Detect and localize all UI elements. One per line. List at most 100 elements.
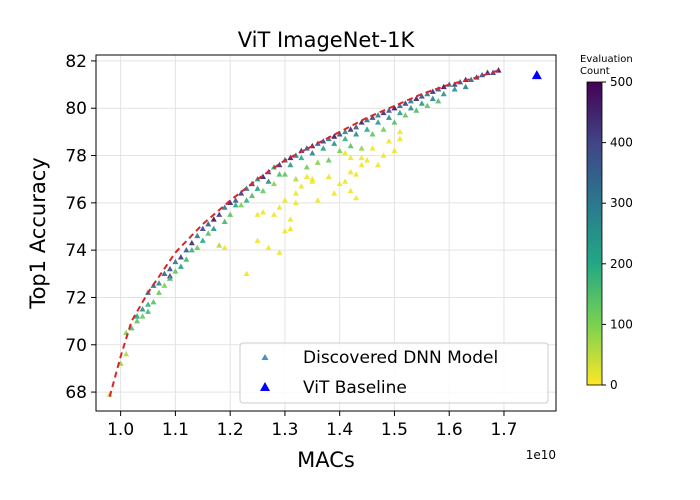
data-point [440,90,447,97]
colorbar-tick-label: 100 [610,317,633,331]
data-point [276,204,283,210]
data-point [183,246,190,253]
data-point [353,131,360,137]
data-point [232,202,239,208]
data-point [353,194,360,201]
colorbar-ticks: 0 100 200 300 400 500 [602,75,633,392]
data-point [243,197,250,203]
data-point [342,128,349,135]
data-point [303,173,310,180]
data-point [342,149,349,156]
data-point [216,242,223,248]
data-point [364,116,371,123]
data-point [396,128,403,135]
chart-title: ViT ImageNet-1K [238,28,416,52]
data-point [364,157,371,163]
data-point [287,161,294,168]
vit-baseline-marker [531,70,542,80]
colorbar-tick-label: 500 [610,75,633,89]
data-point [205,220,212,227]
data-point [292,199,299,206]
data-point [418,93,425,99]
data-point [342,135,349,142]
data-point [238,202,245,208]
colorbar-tick-label: 300 [610,196,633,210]
data-point [205,230,212,236]
data-point [145,308,152,314]
x-tick-label: 1.0 [107,420,134,440]
data-point [358,154,365,161]
data-point [429,95,436,101]
legend-marker-discovered [261,354,269,360]
legend-marker-baseline [260,382,270,391]
data-point [336,147,343,154]
x-tick-label: 1.1 [162,420,189,440]
data-point [276,171,283,177]
data-point [369,145,376,151]
data-point [221,244,228,250]
scatter-points [106,67,502,397]
data-point [314,159,321,165]
data-point [194,232,201,239]
y-tick-label: 68 [65,383,87,403]
data-point [150,298,157,305]
data-point [123,351,130,357]
data-point [232,197,239,203]
data-point [391,147,398,154]
data-point [139,306,146,312]
data-point [155,280,162,286]
data-point [172,258,179,265]
y-tick-label: 74 [65,241,87,261]
data-point [380,152,387,158]
data-point [199,225,206,232]
data-point [331,140,338,146]
data-point [281,228,288,234]
data-point [309,175,316,182]
data-point [375,112,382,118]
data-point [375,161,382,168]
data-point [221,204,228,210]
data-point [347,142,354,149]
data-point [177,263,184,269]
legend-label-discovered: Discovered DNN Model [303,348,498,368]
y-axis-ticks: 68 70 72 74 76 78 80 82 [65,52,96,403]
data-point [342,178,349,184]
x-tick-label: 1.5 [381,420,408,440]
data-point [325,173,332,180]
colorbar: Evaluation Count 0 100 200 300 400 500 [580,54,633,392]
plot-frame [95,54,557,412]
data-point [402,100,409,106]
data-point [227,199,234,206]
y-axis-label: Top1 Accuracy [26,157,50,309]
data-point [347,187,354,194]
x-axis-offset-label: 1e10 [526,448,556,462]
data-point [325,157,332,163]
colorbar-title-line1: Evaluation [580,54,633,65]
data-point [292,190,299,196]
data-point [369,131,376,137]
data-point [314,197,321,203]
data-point [298,183,305,189]
data-point [347,168,354,175]
x-tick-label: 1.3 [271,420,298,440]
data-point [396,109,403,116]
data-point [336,131,343,137]
data-point [347,126,354,132]
colorbar-tick-label: 0 [610,378,618,392]
data-point [249,192,256,198]
data-point [462,83,469,90]
data-point [440,83,447,90]
data-point [260,187,267,194]
x-axis-ticks: 1.0 1.1 1.2 1.3 1.4 1.5 1.6 1.7 [107,411,517,440]
data-point [309,149,316,156]
data-point [424,90,431,97]
data-point [353,171,360,177]
data-point [347,154,354,161]
data-point [188,239,195,246]
data-point [188,246,195,253]
data-point [468,76,475,83]
data-point [177,254,184,260]
data-point [358,145,365,151]
colorbar-tick-label: 200 [610,257,633,271]
